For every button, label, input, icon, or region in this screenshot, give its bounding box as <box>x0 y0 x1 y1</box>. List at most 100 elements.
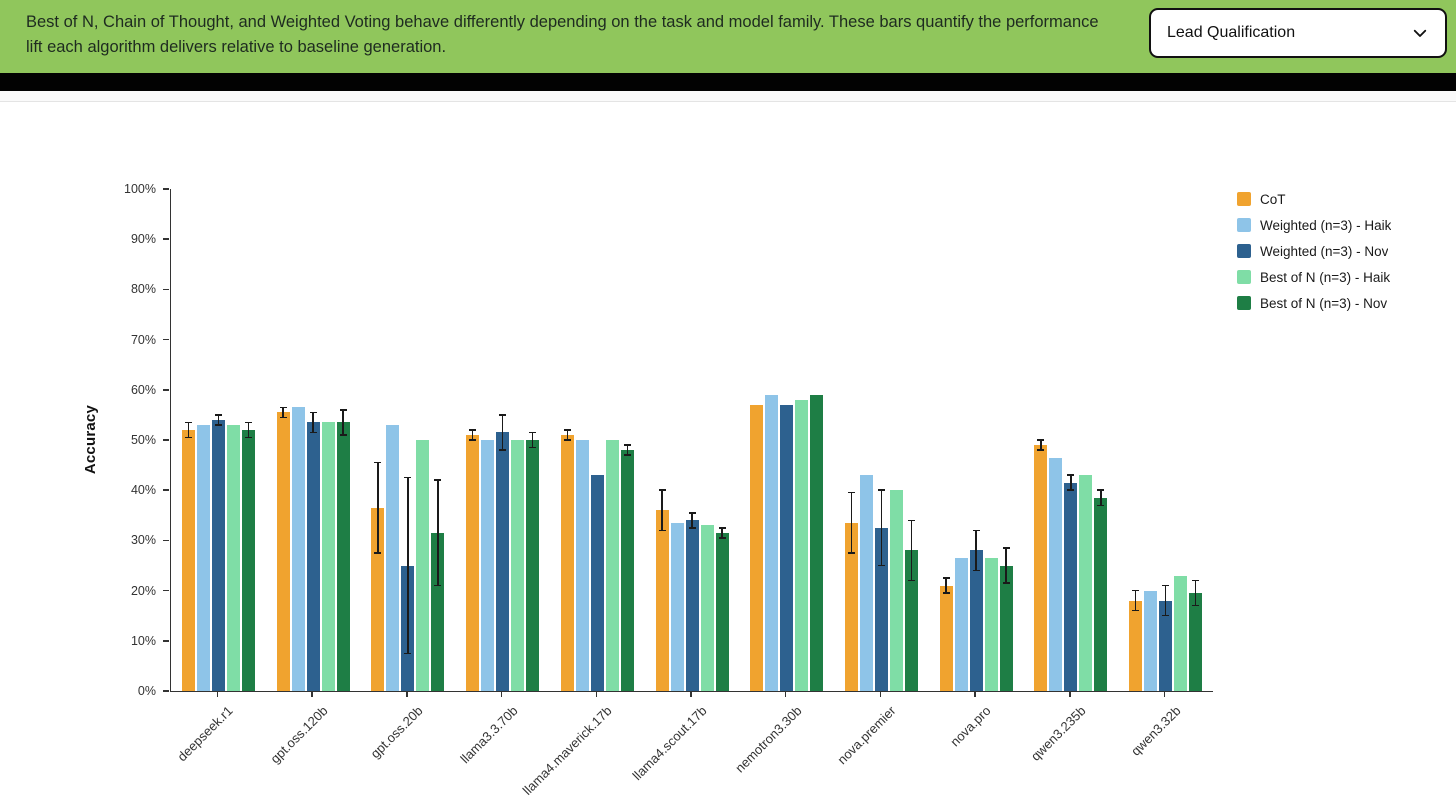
error-bar-cap <box>688 512 696 514</box>
error-bar <box>945 578 947 594</box>
error-bar <box>407 477 409 654</box>
error-bar-cap <box>1002 547 1010 549</box>
legend-swatch <box>1237 192 1251 206</box>
error-bar-cap <box>309 431 317 434</box>
plot-area <box>170 189 1213 692</box>
error-bar <box>247 422 250 438</box>
error-bar-cap <box>1037 449 1045 451</box>
bar-llama4.maverick.17b-Weighted (n=3) - Haik <box>575 440 589 691</box>
y-tick-mark <box>163 489 169 491</box>
bar-gpt.oss.20b-Best of N (n=3) - Nov <box>431 532 445 691</box>
bar-nemotron3.30b-Best of N (n=3) - Nov <box>810 394 824 691</box>
bar-llama4.maverick.17b-Best of N (n=3) - Nov <box>620 450 634 691</box>
bar-qwen3.235b-Best of N (n=3) - Haik <box>1079 475 1093 691</box>
horizontal-rule <box>0 91 1456 102</box>
y-tick-mark <box>163 690 169 692</box>
error-bar-cap <box>309 411 317 414</box>
error-bar <box>661 490 663 531</box>
error-bar <box>471 429 474 440</box>
y-tick-mark <box>163 238 169 240</box>
y-tick-label: 60% <box>130 382 156 397</box>
x-tick-mark <box>784 691 787 697</box>
x-tick-mark <box>216 691 219 697</box>
error-bar-cap <box>469 429 477 431</box>
error-bar <box>880 490 883 566</box>
error-bar-cap <box>1097 489 1105 491</box>
error-bar-cap <box>374 552 382 554</box>
bar-nemotron3.30b-Weighted (n=3) - Haik <box>765 394 779 691</box>
legend-label: Best of N (n=3) - Haik <box>1260 269 1391 285</box>
bar-deepseek.r1-CoT <box>181 429 195 691</box>
x-tick-mark <box>595 691 598 697</box>
bar-nova.premier-Weighted (n=3) - Nov <box>874 527 888 691</box>
y-tick-label: 90% <box>130 232 156 247</box>
error-bar-cap <box>404 476 412 479</box>
legend-label: Best of N (n=3) - Nov <box>1260 295 1388 311</box>
error-bar <box>501 414 504 451</box>
bar-gpt.oss.20b-Best of N (n=3) - Haik <box>416 440 430 691</box>
error-bar <box>1164 585 1167 616</box>
legend-label: Weighted (n=3) - Nov <box>1260 243 1389 259</box>
bar-llama4.scout.17b-Best of N (n=3) - Haik <box>700 525 714 691</box>
y-tick-mark <box>163 188 169 190</box>
x-tick-mark <box>690 691 692 697</box>
y-tick-mark <box>163 589 169 592</box>
error-bar-cap <box>877 564 885 567</box>
bar-qwen3.32b-Weighted (n=3) - Nov <box>1159 600 1173 691</box>
bar-gpt.oss.20b-Weighted (n=3) - Haik <box>386 424 400 691</box>
error-bar-cap <box>847 491 855 494</box>
error-bar-cap <box>658 489 666 491</box>
legend-item: Best of N (n=3) - Haik <box>1237 264 1456 290</box>
y-tick-label: 100% <box>124 182 156 196</box>
error-bar-cap <box>942 592 950 594</box>
error-bar-cap <box>499 414 507 416</box>
legend-label: CoT <box>1260 191 1286 207</box>
legend-label: Weighted (n=3) - Haik <box>1260 217 1392 233</box>
error-bar <box>217 414 220 425</box>
error-bar <box>377 462 379 553</box>
error-bar-cap <box>658 529 666 532</box>
error-bar-cap <box>244 436 252 439</box>
error-bar-cap <box>877 489 885 491</box>
y-tick-label: 30% <box>130 533 156 548</box>
bar-llama4.scout.17b-Best of N (n=3) - Nov <box>715 532 729 691</box>
x-tick-mark <box>1163 691 1166 697</box>
info-banner: Best of N, Chain of Thought, and Weighte… <box>0 0 1456 73</box>
bar-gpt.oss.120b-Weighted (n=3) - Haik <box>291 407 305 691</box>
error-bar <box>531 432 534 448</box>
error-bar <box>1070 475 1072 491</box>
error-bar-cap <box>1067 474 1075 476</box>
error-bar-cap <box>1162 614 1170 617</box>
error-bar <box>1134 590 1137 611</box>
y-tick-label: 50% <box>130 433 156 447</box>
y-tick-mark <box>163 539 169 542</box>
error-bar-cap <box>279 406 287 409</box>
bar-nova.pro-Best of N (n=3) - Nov <box>999 565 1013 691</box>
bar-llama4.maverick.17b-Best of N (n=3) - Haik <box>605 440 619 691</box>
error-bar <box>626 445 629 456</box>
error-bar-cap <box>907 519 915 522</box>
bar-gpt.oss.120b-Best of N (n=3) - Nov <box>336 422 350 691</box>
y-tick-label: 70% <box>130 332 156 347</box>
error-bar-cap <box>718 527 726 529</box>
bar-llama4.maverick.17b-CoT <box>560 434 574 691</box>
bar-nova.pro-Best of N (n=3) - Haik <box>984 557 998 691</box>
bar-llama4.scout.17b-Weighted (n=3) - Haik <box>670 522 684 691</box>
error-bar-cap <box>434 584 442 587</box>
error-bar <box>187 422 190 438</box>
error-bar-cap <box>184 436 192 439</box>
bar-deepseek.r1-Best of N (n=3) - Haik <box>226 424 240 691</box>
error-bar <box>850 492 853 553</box>
error-bar-cap <box>279 416 287 419</box>
y-tick-label: 0% <box>137 684 156 698</box>
error-bar <box>1005 547 1007 584</box>
bar-nova.pro-Weighted (n=3) - Haik <box>954 557 968 691</box>
legend-swatch <box>1237 244 1251 258</box>
task-selector-dropdown[interactable]: Lead Qualification <box>1149 8 1447 58</box>
error-bar <box>312 412 314 433</box>
bar-deepseek.r1-Weighted (n=3) - Nov <box>211 419 225 691</box>
error-bar-cap <box>563 429 571 431</box>
y-tick-mark <box>163 288 169 291</box>
error-bar-cap <box>434 479 442 481</box>
error-bar <box>1194 580 1197 606</box>
